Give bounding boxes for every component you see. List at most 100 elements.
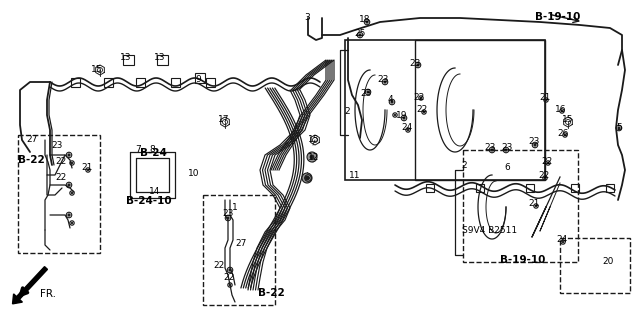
Circle shape: [87, 169, 89, 171]
Text: 18: 18: [359, 16, 371, 25]
Text: 22: 22: [538, 172, 550, 181]
Text: 21: 21: [81, 164, 93, 173]
Text: 23: 23: [410, 58, 420, 68]
Text: S9V4 B2511: S9V4 B2511: [462, 226, 517, 235]
Circle shape: [420, 97, 422, 99]
Text: 15: 15: [92, 65, 103, 75]
Text: 2: 2: [461, 160, 467, 169]
Circle shape: [365, 21, 368, 23]
Circle shape: [403, 117, 405, 119]
Text: 22: 22: [56, 173, 67, 182]
Text: 27: 27: [236, 239, 246, 248]
Circle shape: [71, 162, 73, 164]
Text: 22: 22: [223, 273, 235, 283]
Text: 23: 23: [528, 137, 540, 145]
Text: 19: 19: [396, 110, 408, 120]
Text: 16: 16: [556, 105, 567, 114]
Circle shape: [491, 149, 493, 151]
Circle shape: [367, 91, 369, 93]
Circle shape: [302, 173, 312, 183]
Bar: [415, 40, 545, 180]
Text: B-19-10: B-19-10: [535, 12, 580, 22]
Text: 13: 13: [120, 54, 132, 63]
Text: 4: 4: [387, 94, 393, 103]
Text: 22: 22: [213, 261, 225, 270]
Text: 2: 2: [344, 107, 350, 115]
Bar: [606, 184, 614, 192]
Text: 7: 7: [135, 145, 141, 153]
Text: FR.: FR.: [40, 289, 56, 299]
Text: 15: 15: [308, 135, 320, 144]
Text: 23: 23: [378, 76, 388, 85]
Text: 15: 15: [563, 115, 573, 124]
Circle shape: [544, 177, 546, 179]
Bar: [463, 150, 578, 262]
Circle shape: [71, 192, 73, 194]
Bar: [170, 78, 179, 86]
Bar: [476, 184, 484, 192]
Text: 13: 13: [154, 54, 166, 63]
Circle shape: [417, 64, 419, 66]
Bar: [205, 78, 214, 86]
Circle shape: [384, 81, 387, 83]
Text: 23: 23: [222, 209, 234, 218]
Text: 8: 8: [149, 145, 155, 153]
Circle shape: [391, 101, 393, 103]
Text: 10: 10: [188, 168, 200, 177]
Text: 9: 9: [195, 76, 201, 85]
Text: 21: 21: [528, 199, 540, 209]
FancyArrow shape: [13, 267, 47, 304]
Text: 23: 23: [360, 88, 372, 98]
Circle shape: [227, 217, 229, 219]
Circle shape: [68, 154, 70, 156]
Text: B-24: B-24: [140, 148, 167, 158]
Text: 24: 24: [401, 123, 413, 132]
Bar: [345, 40, 545, 180]
Text: 26: 26: [557, 129, 569, 137]
Circle shape: [562, 241, 564, 243]
Bar: [104, 78, 113, 86]
Circle shape: [307, 176, 310, 180]
Circle shape: [68, 214, 70, 216]
Circle shape: [229, 284, 231, 286]
Circle shape: [310, 155, 314, 159]
Circle shape: [545, 99, 547, 101]
Text: 22: 22: [56, 157, 67, 166]
Bar: [571, 184, 579, 192]
Circle shape: [407, 129, 409, 131]
Text: 11: 11: [349, 170, 361, 180]
Text: B-22: B-22: [18, 155, 45, 165]
Bar: [560, 238, 630, 293]
Text: 25: 25: [355, 28, 365, 38]
Circle shape: [307, 152, 317, 162]
Circle shape: [68, 184, 70, 186]
Text: 5: 5: [616, 122, 622, 131]
Circle shape: [547, 162, 549, 164]
Text: 1: 1: [232, 203, 238, 211]
Text: 22: 22: [417, 106, 428, 115]
Circle shape: [564, 134, 566, 136]
Bar: [18, 135, 100, 253]
Text: B-22: B-22: [258, 288, 285, 298]
Bar: [136, 78, 145, 86]
Circle shape: [359, 34, 361, 36]
Text: 12: 12: [308, 152, 320, 161]
Circle shape: [535, 205, 537, 207]
Bar: [70, 78, 79, 86]
Text: 23: 23: [484, 144, 496, 152]
Bar: [526, 184, 534, 192]
Text: B-24-10: B-24-10: [126, 196, 172, 206]
Text: 27: 27: [26, 136, 38, 145]
Text: 3: 3: [304, 12, 310, 21]
Bar: [122, 55, 134, 65]
Text: 23: 23: [501, 144, 513, 152]
Circle shape: [505, 149, 508, 151]
Text: 17: 17: [218, 115, 230, 124]
Circle shape: [228, 269, 231, 271]
Bar: [195, 73, 205, 83]
Bar: [426, 184, 434, 192]
Circle shape: [534, 144, 536, 146]
Text: B-19-10: B-19-10: [500, 255, 545, 265]
Text: 14: 14: [149, 188, 161, 197]
Circle shape: [305, 176, 309, 180]
